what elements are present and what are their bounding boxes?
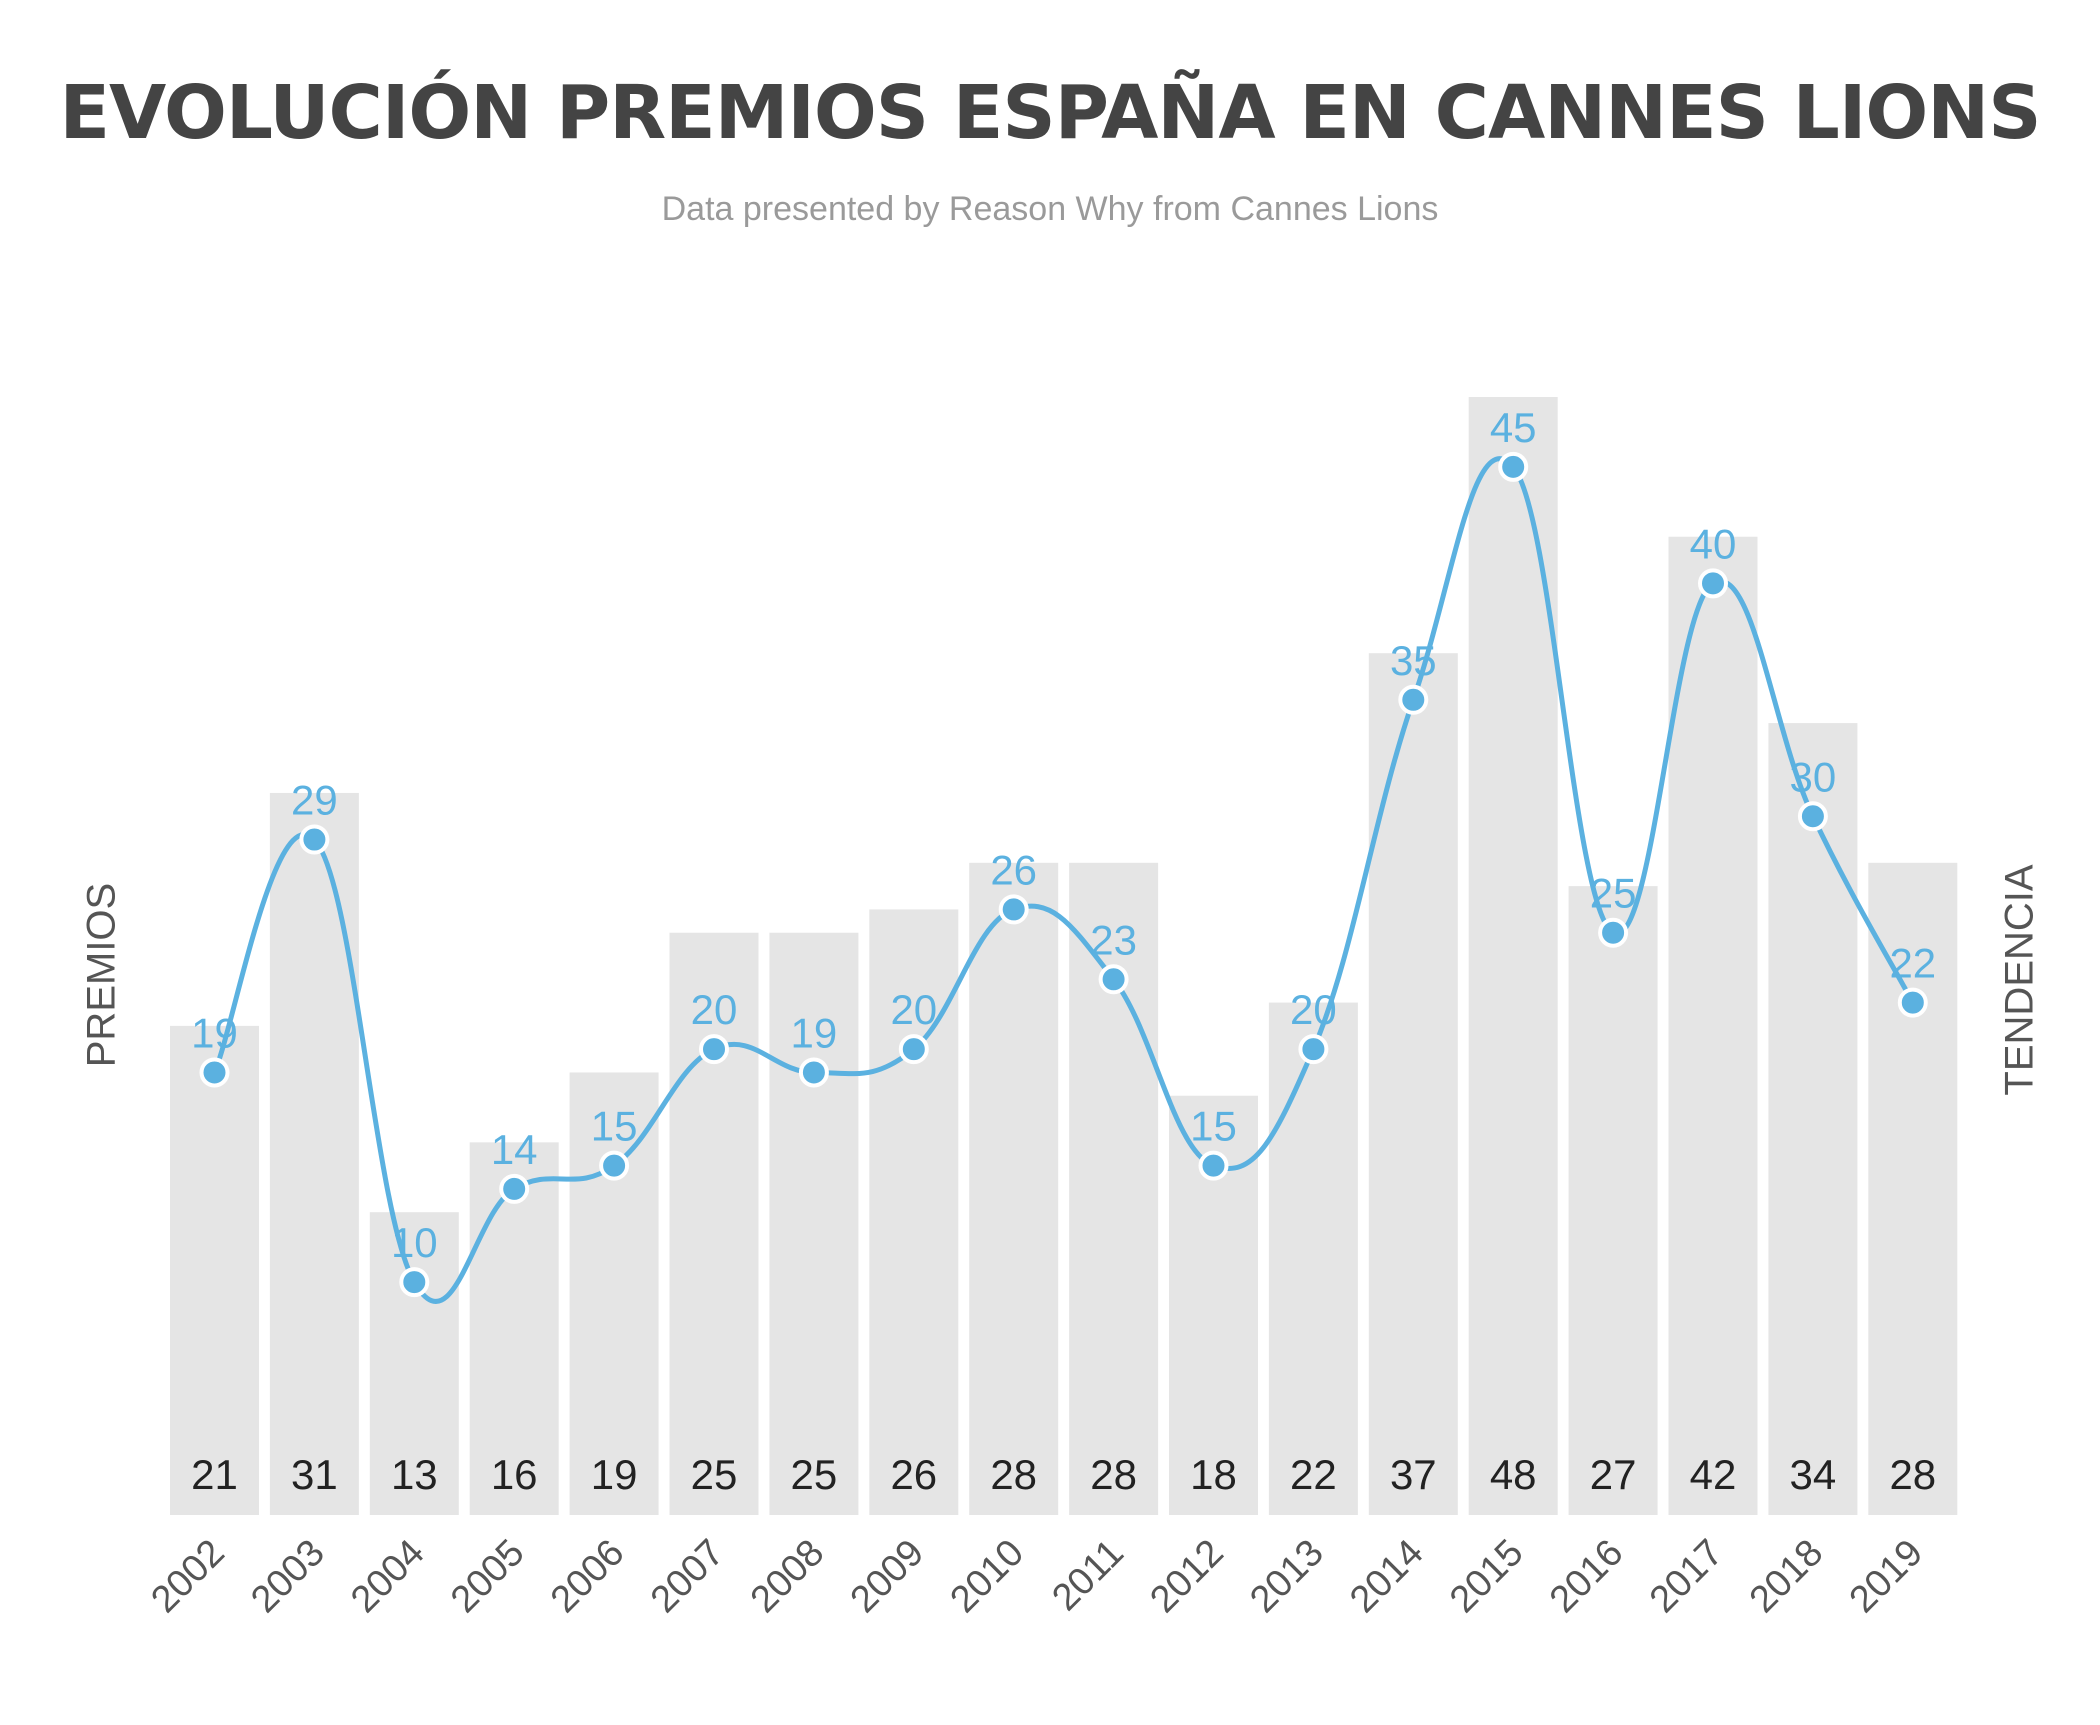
bar	[569, 1072, 659, 1515]
bar-value-label: 42	[1690, 1451, 1737, 1498]
trend-value-label: 26	[990, 846, 1037, 893]
trend-point	[599, 1150, 630, 1181]
bar-value-label: 25	[691, 1451, 738, 1498]
trend-point	[1198, 1150, 1229, 1181]
trend-point	[399, 1267, 430, 1298]
x-tick-label: 2018	[1742, 1532, 1831, 1621]
trend-value-label: 20	[890, 986, 937, 1033]
x-tick-label: 2017	[1642, 1532, 1731, 1621]
bar-value-label: 28	[1090, 1451, 1137, 1498]
x-tick-label: 2014	[1342, 1532, 1431, 1621]
bar-value-label: 22	[1290, 1451, 1337, 1498]
bar-value-label: 19	[591, 1451, 638, 1498]
bar	[469, 1142, 559, 1515]
trend-value-label: 20	[691, 986, 738, 1033]
bar-value-label: 31	[291, 1451, 338, 1498]
trend-value-label: 35	[1390, 637, 1437, 684]
x-tick-label: 2013	[1242, 1532, 1331, 1621]
bar-value-label: 28	[990, 1451, 1037, 1498]
trend-value-label: 10	[391, 1219, 438, 1266]
trend-point	[1897, 987, 1928, 1018]
trend-labels: 19 29 10 14 15 20 19 20 26 23 15 20 35 45 25 40 30 22	[191, 404, 1936, 1266]
x-tick-label: 2002	[143, 1532, 232, 1621]
bar	[1868, 862, 1958, 1515]
trend-value-label: 45	[1490, 404, 1537, 451]
trend-point	[499, 1173, 530, 1204]
trend-value-label: 19	[191, 1009, 238, 1056]
trend-point	[1698, 568, 1728, 599]
trend-value-label: 40	[1690, 520, 1737, 567]
bar-value-label: 18	[1190, 1451, 1237, 1498]
bar	[1268, 1002, 1358, 1515]
bar	[1468, 397, 1558, 1515]
trend-line	[212, 456, 1916, 1304]
trend-point	[1398, 684, 1429, 715]
bar	[369, 1212, 459, 1515]
bar-value-label: 48	[1490, 1451, 1537, 1498]
x-tick-label: 2010	[943, 1532, 1032, 1621]
trend-points	[199, 451, 1928, 1298]
bar-value-label: 13	[391, 1451, 438, 1498]
trend-point	[1098, 964, 1129, 995]
trend-point	[1298, 1034, 1329, 1065]
bar-value-label: 25	[791, 1451, 838, 1498]
bar	[969, 862, 1059, 1515]
trend-point	[699, 1034, 729, 1065]
bar-value-label: 26	[890, 1451, 937, 1498]
bar	[669, 932, 759, 1515]
bar	[269, 792, 359, 1515]
trend-value-label: 29	[291, 777, 338, 824]
bar	[769, 932, 859, 1515]
x-axis-ticks: 2002 2003 2004 2005 2006 2007 2008 2009 2010 2011…	[143, 1532, 1931, 1621]
x-tick-label: 2011	[1044, 1532, 1131, 1619]
trend-value-label: 30	[1790, 753, 1837, 800]
x-tick-label: 2019	[1842, 1532, 1931, 1621]
bar	[1368, 653, 1458, 1515]
trend-point	[1598, 917, 1629, 948]
chart-subtitle: Data presented by Reason Why from Cannes…	[661, 190, 1439, 228]
trend-value-label: 20	[1290, 986, 1337, 1033]
trend-point	[199, 1057, 230, 1088]
trend-point	[1498, 451, 1529, 482]
bar-value-label: 28	[1889, 1451, 1936, 1498]
x-tick-label: 2006	[543, 1532, 632, 1621]
x-tick-label: 2003	[243, 1532, 332, 1621]
chart-title: EVOLUCIÓN PREMIOS ESPAÑA EN CANNES LIONS	[59, 70, 2041, 156]
x-tick-label: 2009	[843, 1532, 932, 1621]
bar-value-label: 16	[491, 1451, 538, 1498]
trend-point	[299, 824, 330, 855]
bar-value-label: 27	[1590, 1451, 1637, 1498]
bar	[1568, 886, 1658, 1515]
x-tick-label: 2007	[643, 1532, 732, 1621]
trend-value-label: 15	[1190, 1103, 1237, 1150]
trend-point	[1797, 801, 1828, 832]
bar	[1668, 536, 1758, 1515]
bar	[170, 1025, 259, 1515]
trend-point	[998, 894, 1029, 925]
x-tick-label: 2016	[1542, 1532, 1631, 1621]
trend-value-label: 14	[491, 1126, 538, 1173]
bar-value-label: 21	[191, 1451, 238, 1498]
trend-value-label: 15	[591, 1103, 638, 1150]
x-tick-label: 2012	[1142, 1532, 1231, 1621]
x-tick-label: 2004	[343, 1532, 432, 1621]
bar-series	[170, 397, 1958, 1515]
bar-value-label: 34	[1790, 1451, 1837, 1498]
trend-value-label: 23	[1090, 916, 1137, 963]
trend-value-label: 25	[1590, 870, 1637, 917]
bar-value-label: 37	[1390, 1451, 1437, 1498]
trend-value-label: 22	[1889, 940, 1936, 987]
x-tick-label: 2008	[743, 1532, 832, 1621]
trend-value-label: 19	[791, 1009, 838, 1056]
bar-labels: 21 31 13 16 19 25 25 26 28 28 18 22 37 48 27 42 34 28	[191, 1451, 1936, 1498]
bar	[1768, 723, 1858, 1515]
x-tick-label: 2015	[1442, 1532, 1531, 1621]
x-tick-label: 2005	[443, 1532, 532, 1621]
trend-point	[898, 1034, 929, 1065]
trend-point	[798, 1057, 829, 1088]
